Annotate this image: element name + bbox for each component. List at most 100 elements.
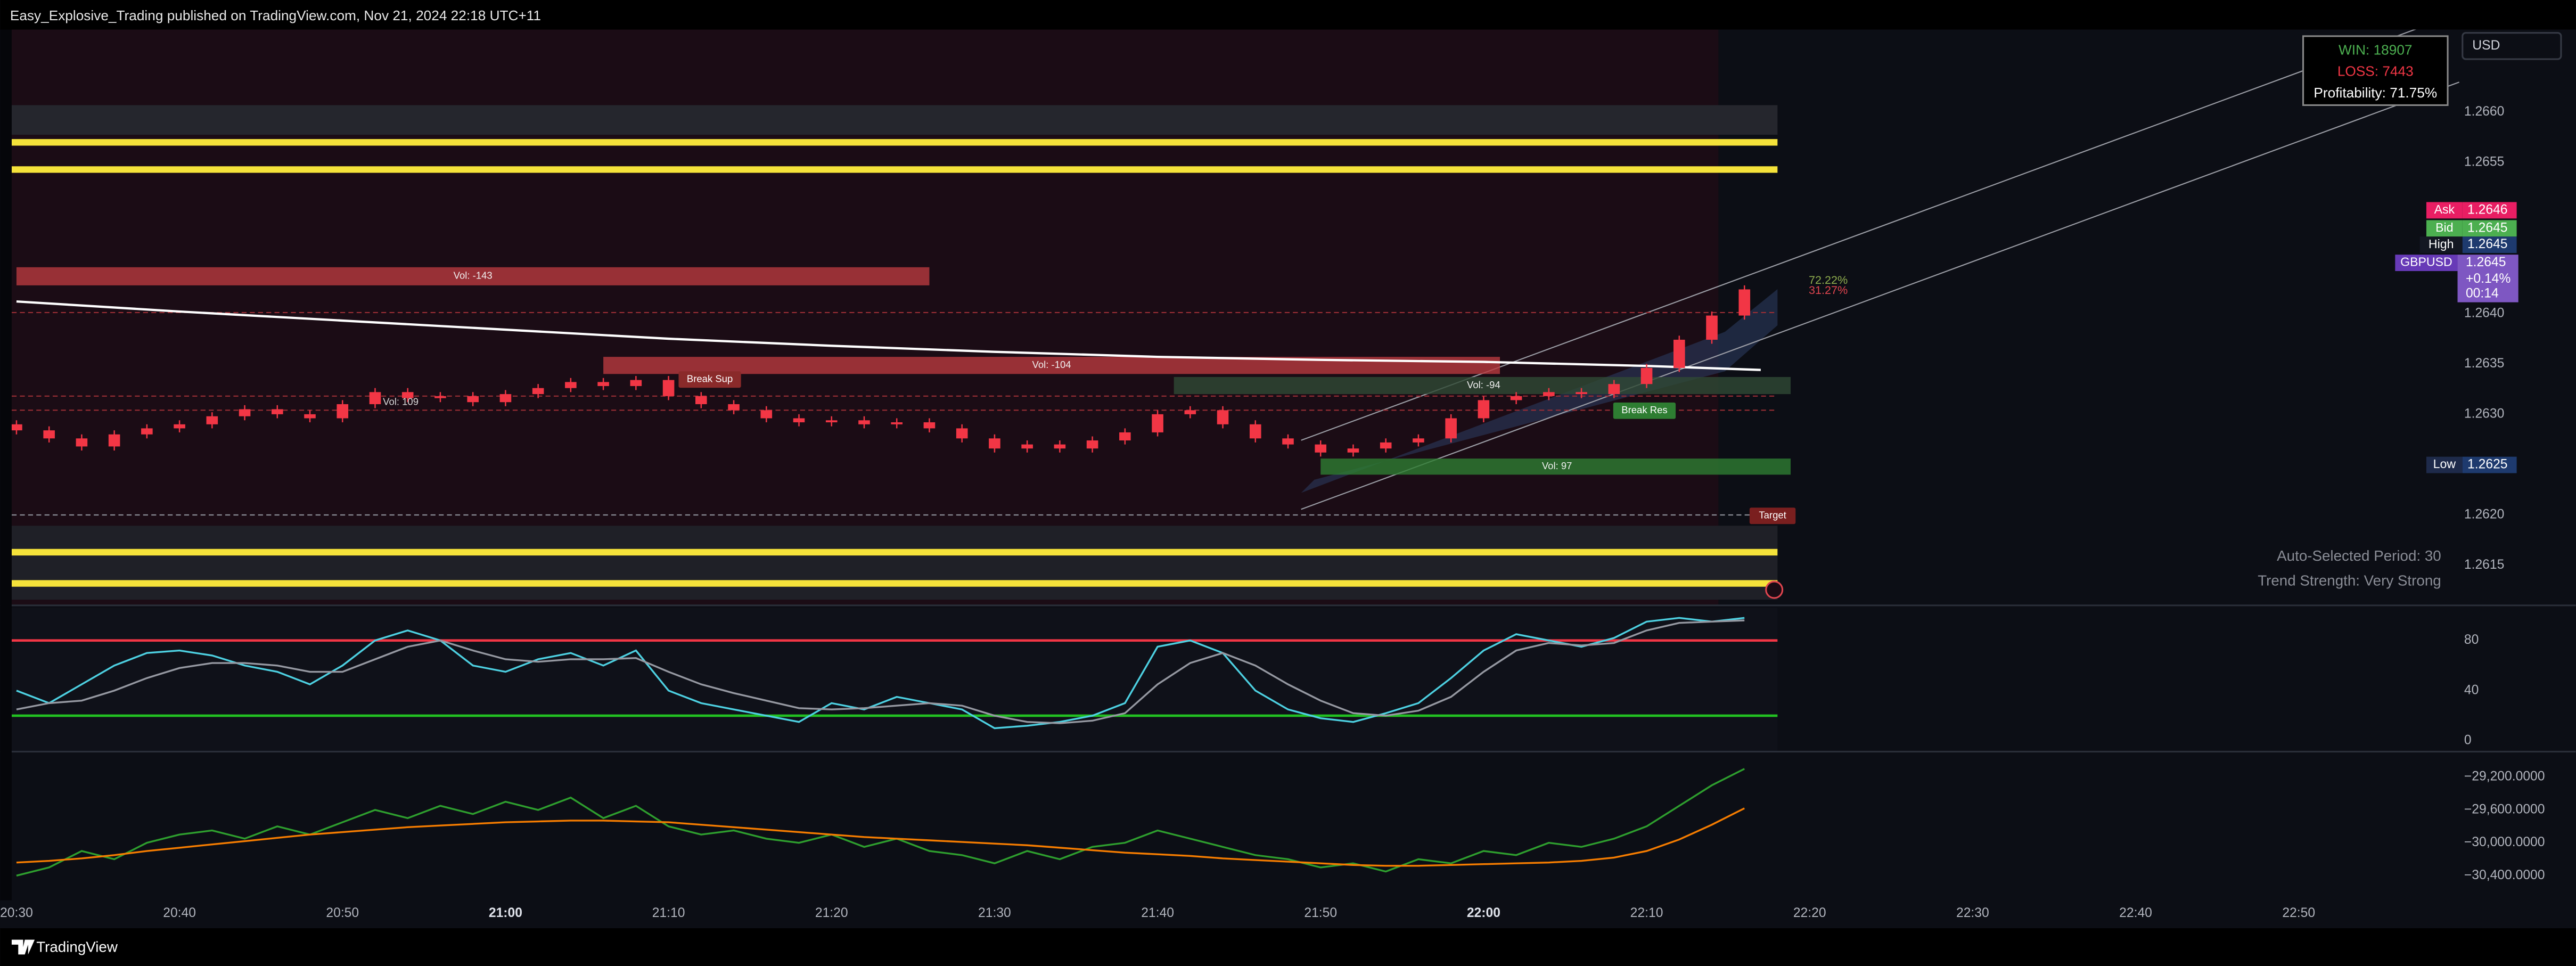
brand-logo xyxy=(11,939,35,955)
series-line xyxy=(16,807,1745,867)
pct-up: 72.22% xyxy=(1809,273,1848,286)
volume-zone xyxy=(1320,459,1791,475)
candle-body xyxy=(1478,400,1490,419)
low-price: 1.2625 xyxy=(2467,457,2507,472)
candle-body xyxy=(1510,396,1522,400)
break-sup-label: Break Sup xyxy=(687,373,733,384)
volume-zone xyxy=(1174,376,1791,395)
candle-body xyxy=(141,428,153,435)
stats-win: WIN: 18907 xyxy=(2339,42,2412,58)
low-badge xyxy=(2462,456,2517,473)
candle-body xyxy=(369,392,381,404)
x-tick-label: 21:40 xyxy=(1141,906,1174,920)
candle-body xyxy=(793,418,805,423)
header-bar xyxy=(0,0,2576,30)
target-label: Target xyxy=(1759,510,1786,521)
y-tick-label: 0 xyxy=(2464,733,2472,748)
candle-body xyxy=(728,404,740,411)
candle-body xyxy=(108,434,120,447)
candle-body xyxy=(174,424,185,429)
candle-body xyxy=(565,382,577,388)
bid-label: Bid xyxy=(2435,220,2453,234)
candle-body xyxy=(337,404,349,419)
bid-badge xyxy=(2462,220,2517,237)
x-tick-label: 20:40 xyxy=(163,906,196,920)
candle-body xyxy=(1249,424,1261,439)
channel-lower xyxy=(1301,81,2460,510)
x-tick-label: 22:30 xyxy=(1956,906,1989,920)
x-tick-label: 21:00 xyxy=(489,906,522,920)
price-badge xyxy=(2457,255,2518,302)
candle-body xyxy=(1021,444,1033,449)
break-res-tag xyxy=(1613,402,1676,419)
y-tick-label: 80 xyxy=(2464,633,2479,647)
y-tick-label: 40 xyxy=(2464,683,2479,697)
candle-body xyxy=(1706,315,1718,340)
candle-body xyxy=(1673,339,1685,368)
series-line xyxy=(16,768,1745,877)
stats-box xyxy=(2302,35,2449,106)
candle-body xyxy=(1576,392,1587,395)
y-tick-label: 1.2630 xyxy=(2464,406,2504,421)
alert-icon[interactable] xyxy=(1765,580,1784,599)
candle-body xyxy=(1738,289,1751,316)
x-tick-label: 21:30 xyxy=(978,906,1011,920)
candle-body xyxy=(662,380,675,396)
low-tag xyxy=(2426,456,2463,473)
x-tick-label: 22:40 xyxy=(2119,906,2152,920)
candle-body xyxy=(695,396,707,404)
x-tick-label: 22:00 xyxy=(1467,906,1500,920)
break-res-label: Break Res xyxy=(1621,404,1667,415)
x-tick-label: 22:50 xyxy=(2282,906,2315,920)
header-title: Easy_Explosive_Trading published on Trad… xyxy=(10,7,541,23)
candle-body xyxy=(1054,444,1066,449)
y-tick-label: 1.2655 xyxy=(2464,155,2504,169)
ask-price: 1.2646 xyxy=(2467,202,2507,217)
last-price: 1.2645 xyxy=(2466,255,2506,269)
candle-body xyxy=(272,409,283,414)
volume-label: Vol: 109 xyxy=(383,396,419,407)
y-tick-label: −30,400.0000 xyxy=(2464,868,2545,882)
x-tick-label: 21:50 xyxy=(1304,906,1337,920)
candle-body xyxy=(630,380,642,386)
x-tick-label: 20:30 xyxy=(0,906,33,920)
candle-body xyxy=(1413,438,1424,443)
currency-label: USD xyxy=(2472,38,2500,53)
currency-button[interactable] xyxy=(2462,32,2562,60)
bid-price: 1.2645 xyxy=(2467,220,2507,235)
x-tick-label: 22:20 xyxy=(1793,906,1826,920)
candle-body xyxy=(760,410,773,419)
series-line xyxy=(16,619,1745,724)
candle-body xyxy=(1152,414,1163,432)
lower-band xyxy=(11,526,1778,600)
candle-body xyxy=(239,409,251,416)
candle-body xyxy=(891,422,903,424)
candle-body xyxy=(923,422,936,429)
candle-body xyxy=(401,392,414,398)
symbol-tag xyxy=(2395,255,2458,272)
ask-tag xyxy=(2426,202,2463,219)
candle-body xyxy=(1445,418,1457,439)
stats-loss: LOSS: 7443 xyxy=(2337,63,2414,79)
oscillator-bg xyxy=(11,608,1778,751)
target-tag xyxy=(1749,507,1796,525)
high-badge xyxy=(2462,236,2517,253)
axis-layer: 20:30 20:40 20:50 21:00 21:10 21:20 21:30 21:40… xyxy=(0,104,2545,920)
stats-profitability: Profitability: 71.75% xyxy=(2314,85,2437,101)
x-tick-label: 21:20 xyxy=(815,906,848,920)
bar-countdown: 00:14 xyxy=(2466,286,2499,301)
bid-tag xyxy=(2426,220,2463,237)
left-edge xyxy=(0,29,12,900)
candle-body xyxy=(1608,384,1620,395)
candle-body xyxy=(1184,410,1196,414)
candle-body xyxy=(825,420,838,423)
candle-body xyxy=(1640,367,1653,384)
footer-bar xyxy=(0,928,2576,966)
x-tick-label: 20:50 xyxy=(326,906,359,920)
candle-body xyxy=(434,396,446,398)
ask-label: Ask xyxy=(2434,202,2455,216)
low-label: Low xyxy=(2433,457,2456,471)
y-tick-label: −30,000.0000 xyxy=(2464,835,2545,849)
break-sup-tag xyxy=(678,371,741,388)
pct-down: 31.27% xyxy=(1809,283,1848,297)
